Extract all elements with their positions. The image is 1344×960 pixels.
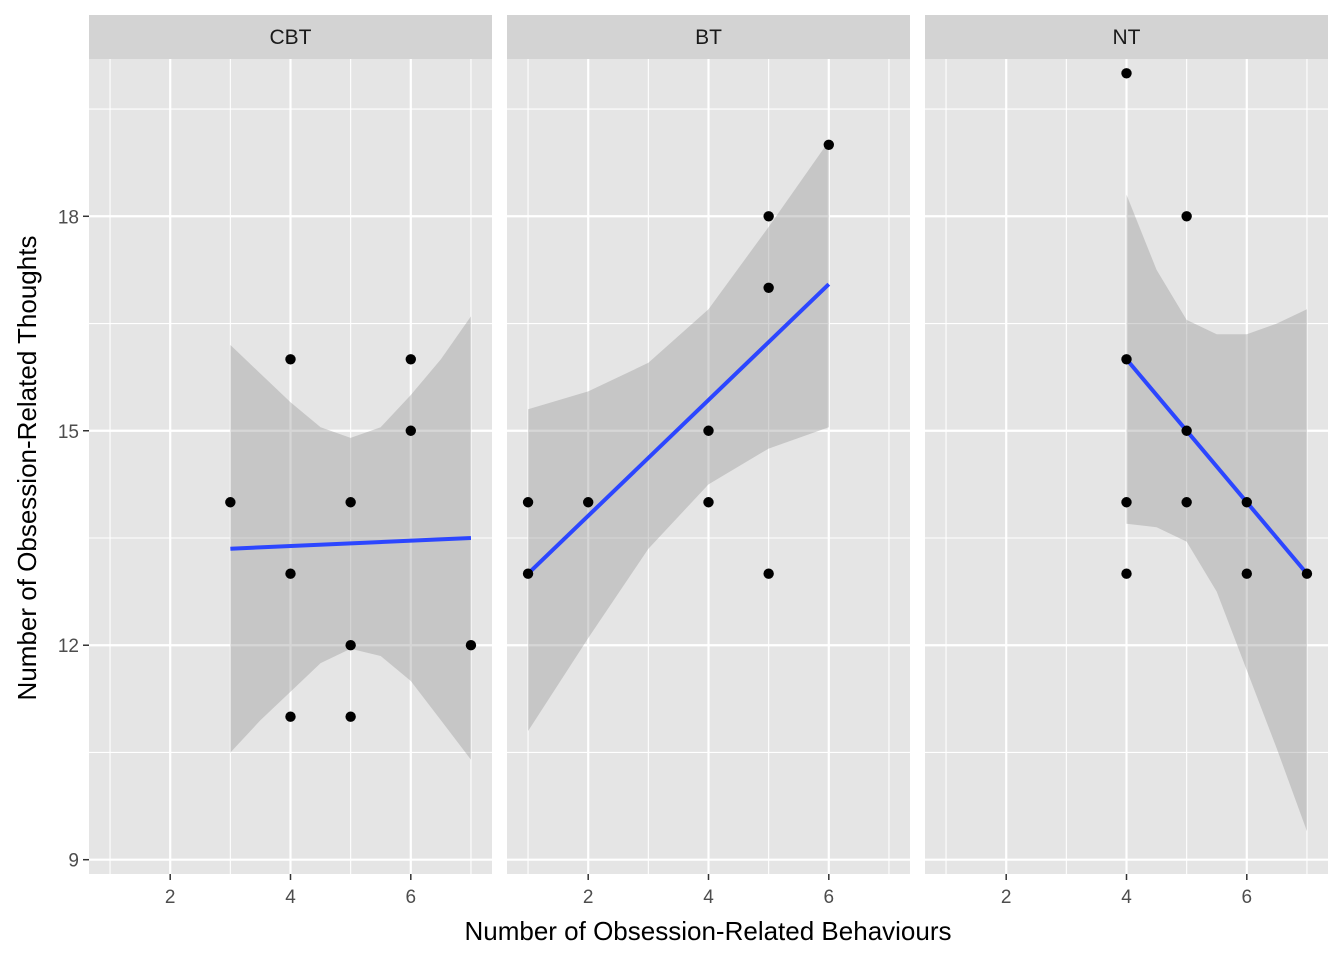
x-tick-label: 4	[1121, 887, 1132, 908]
data-point	[405, 425, 416, 436]
data-point	[1301, 568, 1313, 579]
data-point	[285, 568, 296, 579]
data-point	[703, 497, 714, 508]
data-point	[1181, 425, 1192, 436]
data-point	[763, 282, 774, 293]
data-point	[1121, 568, 1132, 579]
data-point	[763, 211, 774, 222]
y-tick-label: 9	[68, 851, 79, 872]
facet-panels: CBT 2 4 6 BT 2 4 6 NT 2 4 6	[89, 15, 1328, 908]
x-tick-label: 6	[824, 887, 835, 908]
confidence-ribbon-nt	[1126, 194, 1307, 832]
data-point	[583, 497, 594, 508]
data-point	[1121, 497, 1132, 508]
confidence-ribbon-bt	[528, 141, 829, 731]
strip-label-nt: NT	[1113, 26, 1141, 49]
fit-line-nt	[1124, 357, 1309, 576]
data-point	[1241, 497, 1252, 508]
x-tick-label: 2	[583, 887, 594, 908]
x-tick-label: 6	[406, 887, 417, 908]
panel-nt: NT 2 4 6	[925, 15, 1328, 908]
x-tick-label: 4	[285, 887, 296, 908]
x-tick-label: 4	[703, 887, 714, 908]
fit-line-cbt	[230, 535, 472, 551]
data-point	[225, 497, 236, 508]
x-tick-label: 6	[1242, 887, 1253, 908]
y-tick-label: 18	[58, 207, 79, 228]
panel-bt: BT 2 4 6	[507, 15, 910, 908]
data-point	[522, 497, 534, 508]
data-point	[405, 354, 416, 365]
data-point	[285, 354, 296, 365]
data-point	[345, 640, 356, 651]
y-tick-label: 15	[58, 422, 79, 443]
x-tick-label: 2	[165, 887, 176, 908]
y-tick-label: 12	[58, 636, 79, 657]
data-point	[522, 568, 534, 579]
strip-nt	[925, 15, 1328, 59]
x-tick-label: 2	[1001, 887, 1012, 908]
data-point	[345, 497, 356, 508]
panel-cbt: CBT 2 4 6	[89, 15, 492, 908]
data-point	[703, 425, 714, 436]
y-axis-title: Number of Obsession-Related Thoughts	[12, 236, 42, 701]
data-point	[1121, 68, 1132, 79]
strip-cbt	[89, 15, 492, 59]
data-point	[1181, 211, 1192, 222]
data-point	[1181, 497, 1192, 508]
data-point	[1241, 568, 1252, 579]
data-point	[465, 640, 477, 651]
strip-label-bt: BT	[695, 26, 722, 49]
strip-label-cbt: CBT	[270, 26, 312, 49]
data-point	[763, 568, 774, 579]
y-axis: 9 12 15 18	[58, 207, 89, 872]
x-axis-title: Number of Obsession-Related Behaviours	[464, 916, 951, 946]
data-point	[1121, 354, 1132, 365]
data-point	[285, 711, 296, 722]
data-point	[345, 711, 356, 722]
data-point	[823, 139, 834, 150]
strip-bt	[507, 15, 910, 59]
fit-line-bt	[526, 282, 831, 576]
